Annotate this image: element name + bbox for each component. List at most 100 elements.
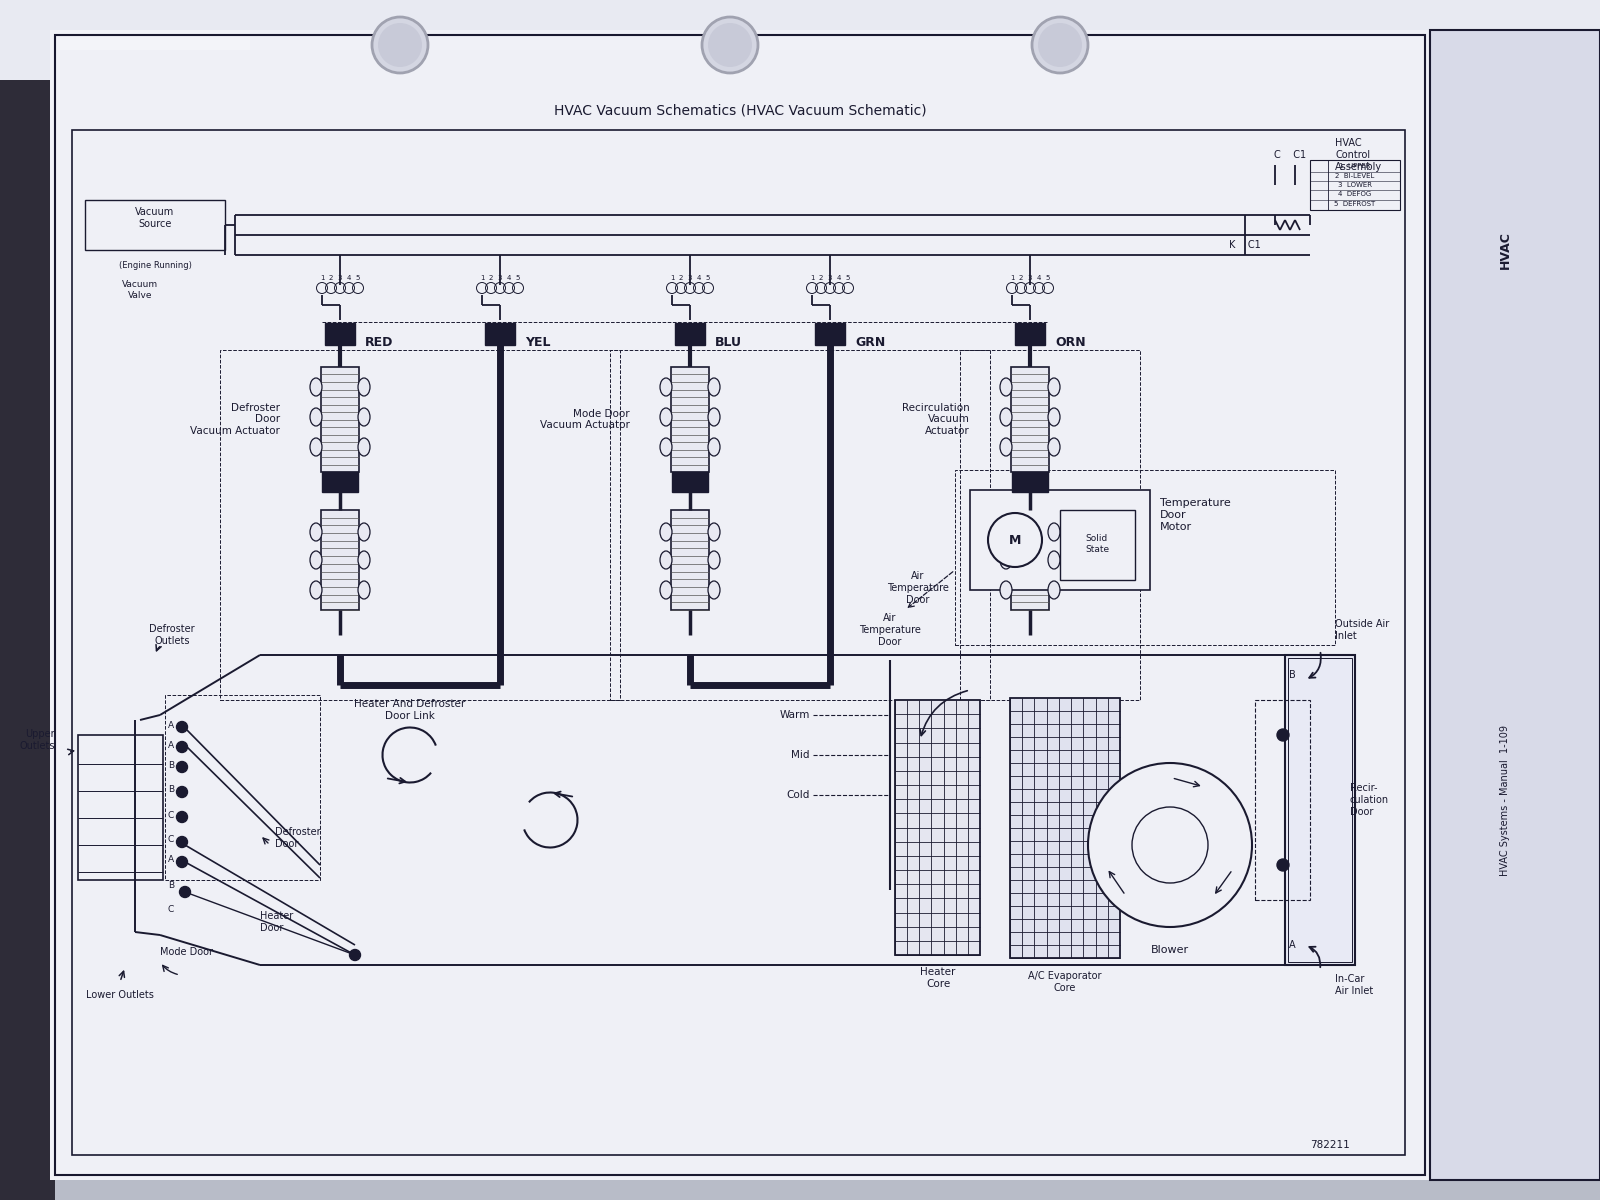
Text: 2: 2: [490, 275, 493, 281]
Ellipse shape: [1048, 438, 1059, 456]
Ellipse shape: [1048, 408, 1059, 426]
Bar: [1010, 698, 1120, 958]
Bar: [1288, 658, 1352, 962]
Text: 3  LOWER: 3 LOWER: [1338, 182, 1373, 188]
Text: Vacuum
Source: Vacuum Source: [136, 208, 174, 229]
Bar: [78, 734, 163, 880]
Ellipse shape: [358, 551, 370, 569]
Text: Upper
Outlets: Upper Outlets: [19, 730, 54, 751]
Text: Air
Temperature
Door: Air Temperature Door: [886, 571, 949, 605]
Circle shape: [1088, 763, 1251, 926]
Text: Heater And Defroster
Door Link: Heater And Defroster Door Link: [354, 700, 466, 721]
Text: 3: 3: [338, 275, 342, 281]
Text: HVAC
Control
Assembly: HVAC Control Assembly: [1334, 138, 1382, 172]
Text: 4: 4: [347, 275, 350, 281]
Ellipse shape: [1000, 438, 1013, 456]
Bar: [61, 50, 1421, 1170]
Text: Defroster
Outlets: Defroster Outlets: [149, 624, 195, 646]
Circle shape: [1038, 23, 1082, 67]
Circle shape: [989, 514, 1042, 566]
Text: Recir-
culation
Door: Recir- culation Door: [1350, 784, 1389, 816]
Ellipse shape: [358, 408, 370, 426]
Text: 2  BI-LEVEL: 2 BI-LEVEL: [1336, 173, 1374, 179]
Text: Heater
Core: Heater Core: [920, 967, 955, 989]
Bar: [54, 35, 1426, 1175]
Bar: [1285, 655, 1355, 965]
Text: 4  DEFOG: 4 DEFOG: [1338, 192, 1371, 198]
Ellipse shape: [661, 378, 672, 396]
Bar: [670, 510, 709, 610]
Bar: [1430, 30, 1600, 1180]
Text: Defroster
Door
Vacuum Actuator: Defroster Door Vacuum Actuator: [190, 403, 280, 436]
Text: B: B: [168, 881, 174, 889]
Text: HVAC Vacuum Schematics (HVAC Vacuum Schematic): HVAC Vacuum Schematics (HVAC Vacuum Sche…: [554, 103, 926, 116]
Bar: [1310, 160, 1400, 210]
Bar: [1254, 700, 1310, 900]
Text: M: M: [1010, 534, 1021, 546]
Bar: [325, 323, 355, 344]
Text: 5: 5: [846, 275, 850, 281]
Ellipse shape: [358, 523, 370, 541]
Text: 1: 1: [480, 275, 485, 281]
Circle shape: [176, 721, 187, 732]
Text: 1: 1: [810, 275, 814, 281]
Text: HVAC Systems - Manual  1-109: HVAC Systems - Manual 1-109: [1501, 725, 1510, 876]
Ellipse shape: [358, 378, 370, 396]
Circle shape: [179, 887, 190, 898]
Bar: [675, 323, 706, 344]
Text: 5: 5: [515, 275, 520, 281]
Text: RED: RED: [365, 336, 394, 349]
Ellipse shape: [707, 408, 720, 426]
Circle shape: [349, 949, 360, 960]
Ellipse shape: [358, 438, 370, 456]
Ellipse shape: [707, 438, 720, 456]
Bar: [72, 130, 1405, 1154]
Circle shape: [176, 742, 187, 752]
Text: BLU: BLU: [715, 336, 742, 349]
Ellipse shape: [310, 581, 322, 599]
Ellipse shape: [310, 438, 322, 456]
Text: 2: 2: [819, 275, 822, 281]
Circle shape: [1277, 859, 1290, 871]
Text: C: C: [168, 810, 174, 820]
Text: 2: 2: [330, 275, 333, 281]
Ellipse shape: [707, 581, 720, 599]
Bar: [1011, 510, 1050, 610]
Bar: [221, 350, 621, 700]
Bar: [955, 470, 1334, 646]
Circle shape: [176, 836, 187, 847]
Ellipse shape: [1048, 581, 1059, 599]
Ellipse shape: [310, 408, 322, 426]
Ellipse shape: [707, 551, 720, 569]
Circle shape: [1277, 728, 1290, 740]
Text: B: B: [168, 761, 174, 769]
Bar: [1014, 323, 1045, 344]
Ellipse shape: [358, 581, 370, 599]
Circle shape: [702, 17, 758, 73]
Ellipse shape: [310, 378, 322, 396]
Bar: [485, 323, 515, 344]
Text: A: A: [168, 720, 174, 730]
Text: C    C1: C C1: [1274, 150, 1306, 160]
Bar: [670, 367, 709, 472]
Text: A/C Evaporator
Core: A/C Evaporator Core: [1029, 971, 1102, 992]
Circle shape: [378, 23, 422, 67]
Text: Blower: Blower: [1150, 946, 1189, 955]
Text: A: A: [168, 740, 174, 750]
Ellipse shape: [1000, 551, 1013, 569]
Bar: [0, 0, 54, 1200]
Text: B: B: [1288, 670, 1296, 680]
Text: 5: 5: [1046, 275, 1050, 281]
Bar: [1011, 367, 1050, 472]
Text: Solid
State: Solid State: [1085, 534, 1109, 553]
Bar: [894, 700, 979, 955]
Bar: [165, 695, 320, 880]
Text: In-Car
Air Inlet: In-Car Air Inlet: [1334, 974, 1373, 996]
Text: Vacuum
Valve: Vacuum Valve: [122, 281, 158, 300]
Bar: [672, 472, 707, 492]
Ellipse shape: [1048, 523, 1059, 541]
Text: 1: 1: [320, 275, 325, 281]
Text: GRN: GRN: [854, 336, 885, 349]
Circle shape: [1032, 17, 1088, 73]
Text: 1: 1: [1010, 275, 1014, 281]
